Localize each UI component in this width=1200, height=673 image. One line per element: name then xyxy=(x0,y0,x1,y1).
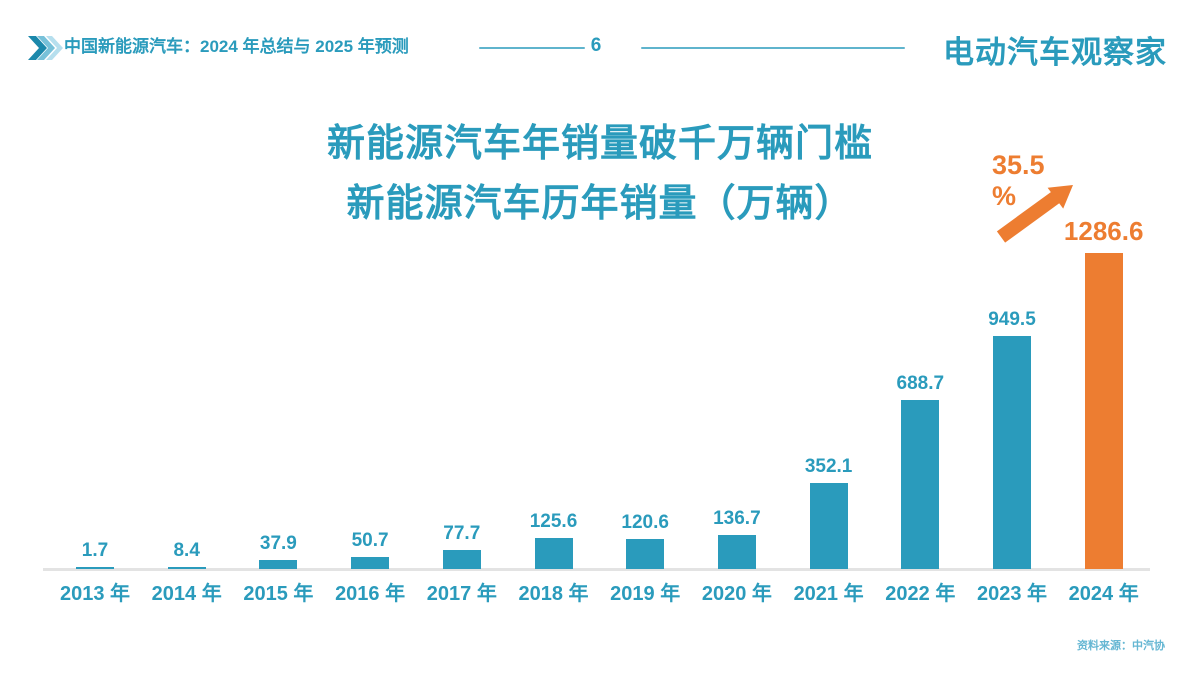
bar-value-label-2013: 1.7 xyxy=(81,539,109,561)
bar-value-label-2019: 120.6 xyxy=(621,512,669,534)
x-axis-tick-label-2020: 2020 年 xyxy=(701,583,772,605)
brand-logo: 电动汽车观察家 xyxy=(943,35,1167,70)
bar-2019 xyxy=(626,539,665,569)
header-divider-right xyxy=(641,47,905,49)
x-axis-tick-label-2024: 2024 年 xyxy=(1068,583,1139,605)
bar-2014 xyxy=(167,566,206,569)
x-axis-tick-label-2023: 2023 年 xyxy=(976,583,1048,605)
bar-2022 xyxy=(901,399,940,569)
bar-value-label-2015: 37.9 xyxy=(259,532,297,554)
bar-2013 xyxy=(76,566,114,569)
x-axis-tick-label-2018: 2018 年 xyxy=(518,583,589,605)
bar-2018 xyxy=(534,538,573,569)
bar-value-label-2017: 77.7 xyxy=(443,522,481,544)
x-axis-tick-label-2017: 2017 年 xyxy=(426,583,497,605)
bar-2023 xyxy=(993,335,1031,569)
chart-title: 新能源汽车年销量破千万辆门槛 新能源汽车历年销量（万辆） xyxy=(0,114,1200,234)
bar-value-label-2016: 50.7 xyxy=(351,529,389,551)
bar-2020 xyxy=(717,535,756,569)
x-axis-tick-label-2016: 2016 年 xyxy=(335,583,406,605)
bar-value-label-2022: 688.7 xyxy=(896,372,945,394)
x-axis-tick-label-2013: 2013 年 xyxy=(59,583,131,605)
chevrons-right-icon xyxy=(28,36,63,60)
page-number: 6 xyxy=(590,35,602,56)
bar-value-label-2018: 125.6 xyxy=(529,511,578,533)
header-divider-left xyxy=(479,47,585,49)
bar-value-label-2020: 136.7 xyxy=(713,508,761,530)
x-axis-tick-label-2015: 2015 年 xyxy=(243,583,314,605)
bar-2016 xyxy=(351,556,390,569)
x-axis-tick-label-2022: 2022 年 xyxy=(885,583,956,605)
source-note: 资料来源：中汽协 xyxy=(1077,640,1165,652)
bar-2015 xyxy=(259,559,298,569)
growth-rate-label: 35.5 % xyxy=(992,150,1072,212)
bar-2024 xyxy=(1084,253,1123,569)
bar-value-label-2014: 8.4 xyxy=(173,539,200,561)
header-title: 中国新能源汽车：2024 年总结与 2025 年预测 xyxy=(64,37,409,56)
bar-value-label-2023: 949.5 xyxy=(988,308,1036,330)
x-axis-tick-label-2019: 2019 年 xyxy=(610,583,681,605)
chart-title-line2: 新能源汽车历年销量（万辆） xyxy=(346,183,854,225)
bar-value-label-2021: 352.1 xyxy=(804,455,853,477)
growth-arrow-icon xyxy=(996,185,1073,243)
growth-rate-value: 35.5 xyxy=(992,150,1045,180)
growth-rate-unit: % xyxy=(992,181,1017,211)
bar-value-label-2024: 1286.6 xyxy=(1063,216,1144,247)
bar-2021 xyxy=(809,482,848,569)
x-axis-tick-label-2014: 2014 年 xyxy=(151,583,222,605)
x-axis-tick-label-2021: 2021 年 xyxy=(793,583,864,605)
x-axis-line xyxy=(43,568,1150,571)
chart-title-line1: 新能源汽车年销量破千万辆门槛 xyxy=(326,123,873,165)
bar-2017 xyxy=(442,549,481,569)
